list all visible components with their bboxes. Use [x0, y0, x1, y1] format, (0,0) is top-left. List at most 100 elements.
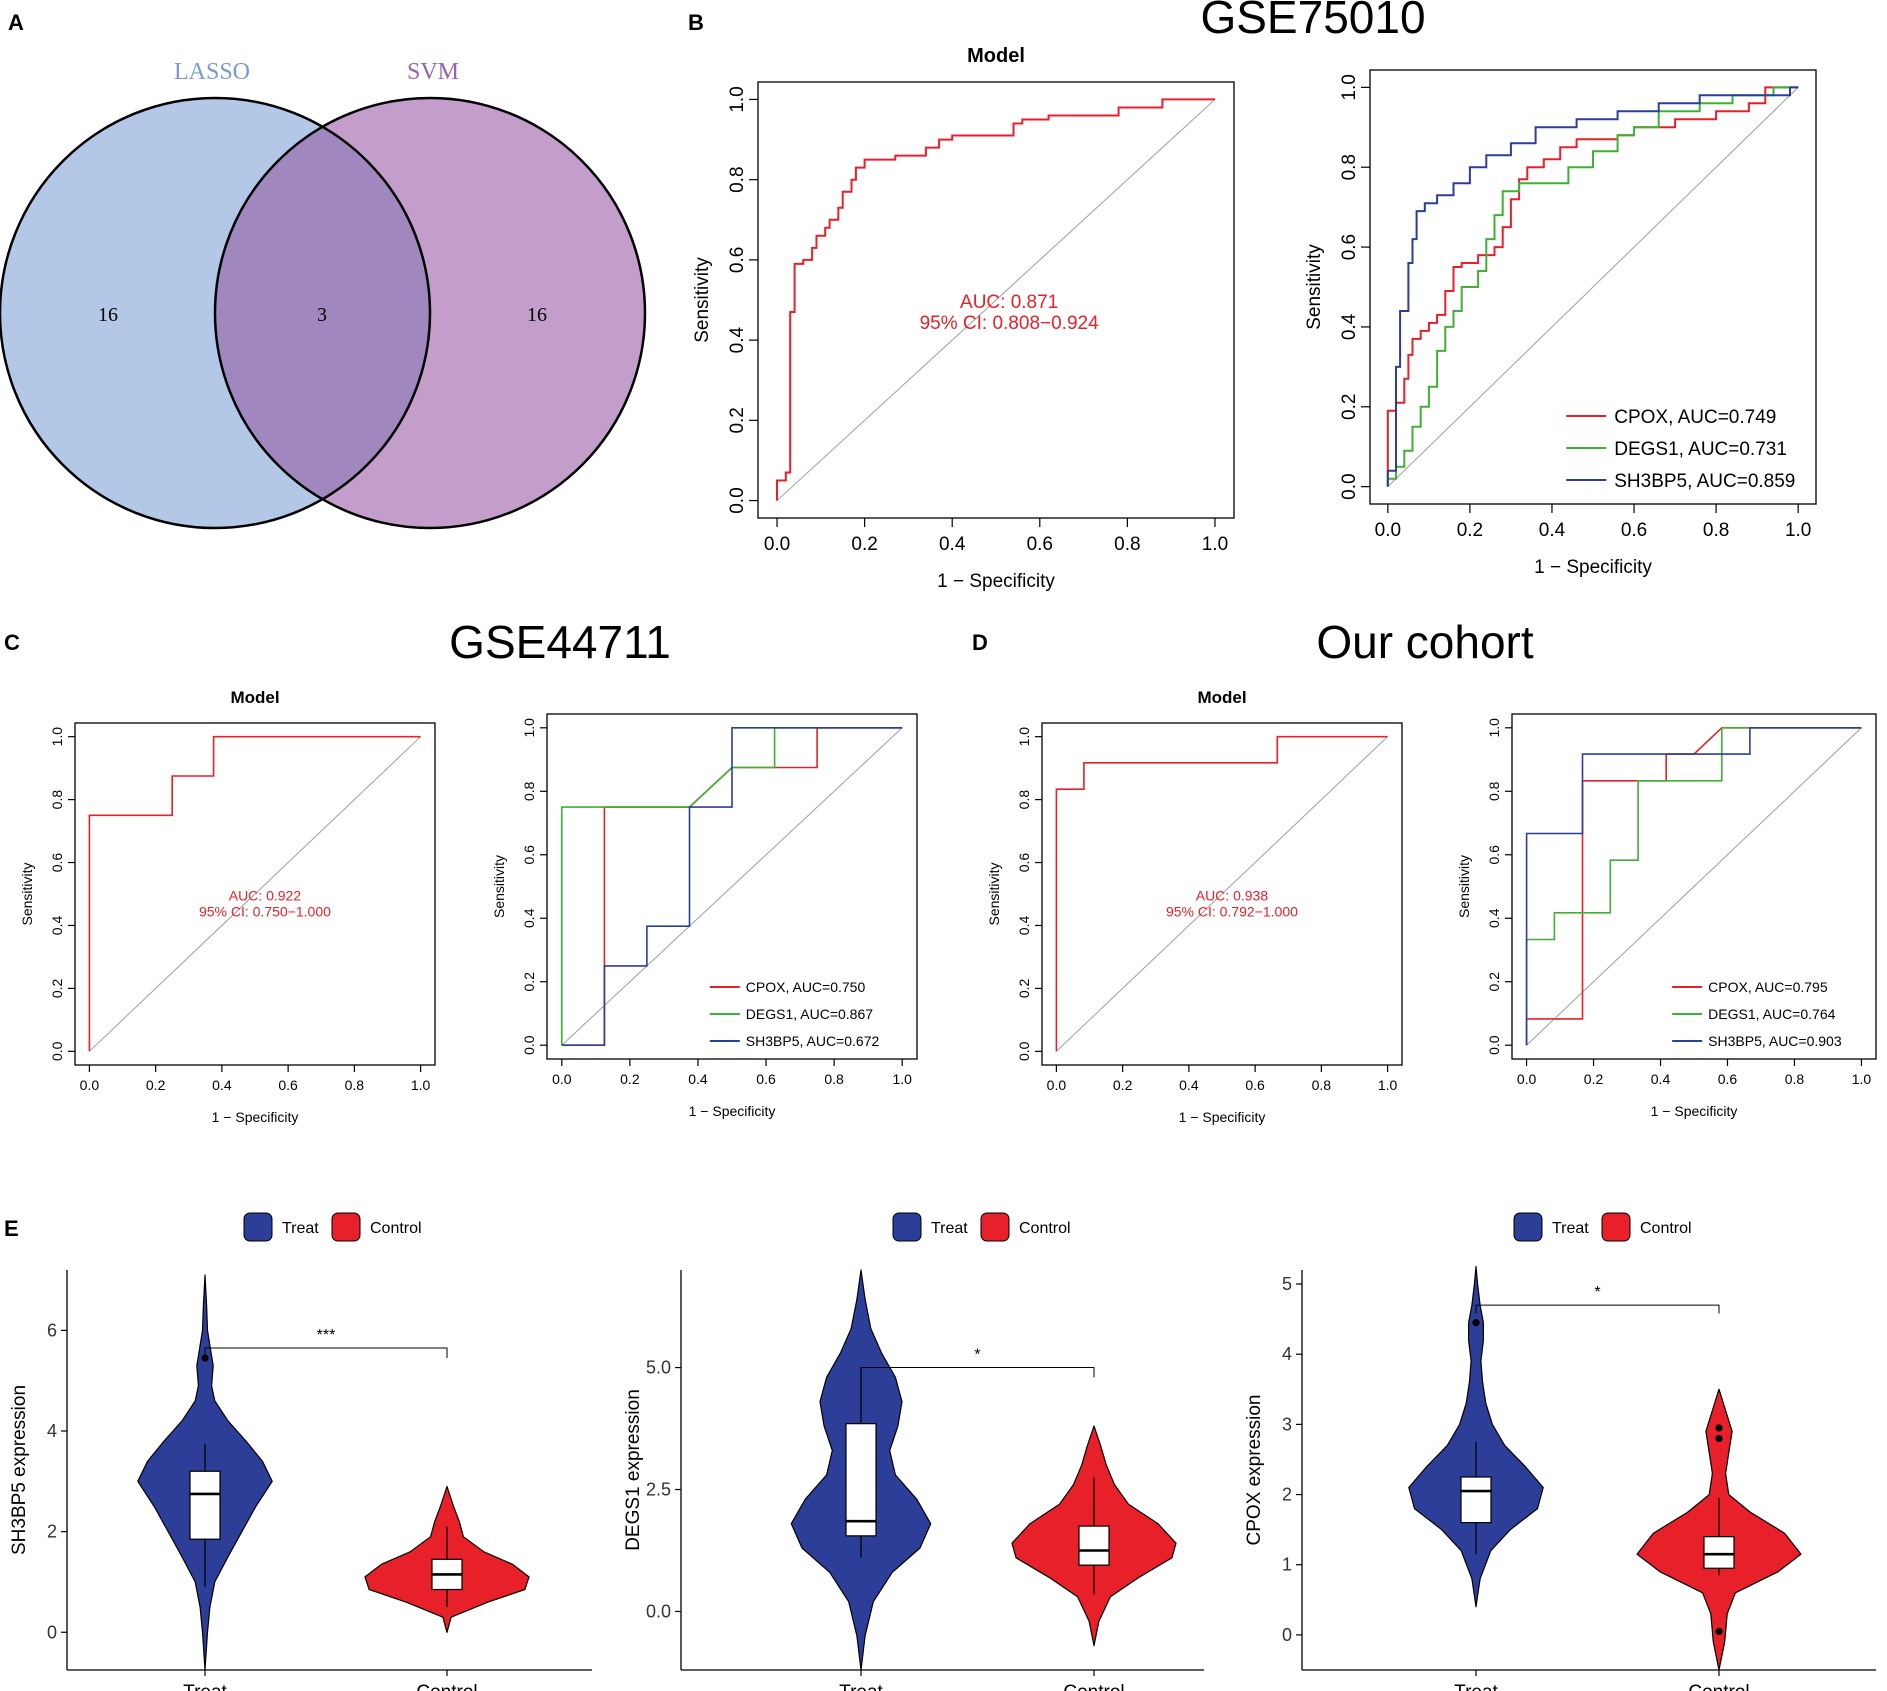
x-tick-label: 1.0: [1852, 1071, 1872, 1087]
roc-chart-d-genes: 0.0 0.2 0.4 0.6 0.8 1.0 0.0 0.2 0.4 0.6 0.8 1.0 1 − …: [1456, 713, 1877, 1119]
x-tick-label-treat: Treat: [839, 1682, 883, 1691]
y-tick-label: 0.0: [1339, 473, 1360, 499]
legend-label-treat: Treat: [931, 1220, 968, 1237]
x-tick-label-control: Control: [416, 1682, 477, 1691]
venn-overlap: [214, 126, 431, 500]
plot-frame: [1511, 713, 1877, 1060]
y-tick-label: 2: [47, 1522, 57, 1542]
y-tick-label: 0.8: [1486, 781, 1502, 801]
roc-curve-sh3bp5: [1386, 86, 1799, 487]
y-tick-label: 0.6: [727, 247, 748, 273]
y-tick-label: 0.0: [646, 1601, 671, 1621]
x-tick-label: 0.0: [1047, 1077, 1067, 1093]
legend-swatch-treat: [243, 1212, 273, 1242]
roc-chart-b-model: 0.0 0.2 0.4 0.6 0.8 1.0 0.0 0.2 0.4 0.6 0.8 1.0 1 − …: [692, 45, 1235, 592]
y-tick-label: 1.0: [1486, 718, 1502, 738]
x-tick-label: 0.0: [552, 1071, 572, 1087]
legend-label-control: Control: [1640, 1220, 1692, 1237]
x-tick-label: 0.6: [278, 1077, 298, 1093]
x-tick-label: 0.8: [1703, 520, 1729, 541]
y-axis-label: Sensitivity: [1304, 244, 1325, 330]
reference-diagonal: [561, 727, 903, 1046]
outlier-point: [1715, 1424, 1723, 1432]
roc-curve-model: [88, 735, 421, 1052]
x-tick-label: 0.4: [939, 534, 966, 555]
x-tick-label: 0.8: [1114, 534, 1140, 555]
significance-label: *: [1594, 1284, 1600, 1301]
x-tick-label: 0.4: [1179, 1077, 1199, 1093]
header-gse75010: GSE75010: [1200, 0, 1425, 43]
x-tick-label: 0.6: [1245, 1077, 1265, 1093]
box-control: [1703, 1536, 1735, 1569]
x-tick-label: 0.6: [1621, 520, 1647, 541]
reference-diagonal: [1056, 736, 1388, 1052]
legend-label-degs1: DEGS1, AUC=0.867: [746, 1006, 873, 1022]
chart-title: Model: [967, 45, 1025, 67]
y-tick-label: 0: [47, 1622, 57, 1642]
x-tick-label: 0.2: [851, 534, 877, 555]
y-tick-label: 0.6: [1339, 234, 1360, 260]
significance-label: *: [974, 1347, 980, 1364]
plot-frame: [1369, 69, 1817, 505]
y-tick-label: 0.2: [49, 978, 65, 998]
y-tick-label: 2: [1282, 1485, 1292, 1505]
x-tick-label: 0.0: [764, 534, 790, 555]
auc-annotation: AUC: 0.938: [1196, 887, 1269, 903]
y-tick-label: 0.4: [521, 908, 537, 928]
venn-count-lasso-only: 16: [98, 304, 118, 326]
y-tick-label: 0.2: [521, 972, 537, 992]
y-axis-label: Sensitivity: [692, 257, 713, 343]
y-axis-label: DEGS1 expression: [623, 1389, 644, 1551]
legend-label-sh3bp5: SH3BP5, AUC=0.903: [1708, 1033, 1842, 1049]
reference-diagonal: [776, 99, 1216, 501]
legend-label-treat: Treat: [1552, 1220, 1589, 1237]
y-tick-label: 1.0: [727, 86, 748, 112]
panel-letter-b: B: [688, 10, 704, 35]
legend-label-treat: Treat: [282, 1220, 319, 1237]
box-treat: [189, 1470, 221, 1540]
reference-diagonal: [1526, 727, 1862, 1046]
x-tick-label: 0.4: [1651, 1071, 1671, 1087]
x-axis-label: 1 − Specificity: [1651, 1103, 1738, 1119]
header-gse44711: GSE44711: [449, 616, 671, 668]
y-tick-label: 0.2: [1016, 978, 1032, 998]
plot-frame: [757, 81, 1235, 519]
legend-swatch-control: [331, 1212, 361, 1242]
y-tick-label: 0.6: [1486, 845, 1502, 865]
legend-label-sh3bp5: SH3BP5, AUC=0.672: [746, 1033, 880, 1049]
ci-annotation: 95% CI: 0.792−1.000: [1166, 903, 1298, 919]
x-axis-label: 1 − Specificity: [689, 1103, 776, 1119]
legend-label-cpox: CPOX, AUC=0.750: [746, 979, 866, 995]
plot-frame: [74, 722, 436, 1066]
legend-label-cpox: CPOX, AUC=0.749: [1614, 407, 1776, 428]
roc-curve-sh3bp5: [561, 726, 903, 1046]
x-axis-label: 1 − Specificity: [1534, 557, 1652, 578]
panel-letter-d: D: [972, 630, 988, 655]
legend-swatch-control: [980, 1212, 1010, 1242]
y-axis-label: Sensitivity: [491, 855, 507, 918]
y-tick-label: 4: [47, 1421, 57, 1441]
auc-annotation: AUC: 0.871: [960, 292, 1058, 313]
outlier-point: [1472, 1319, 1480, 1327]
x-tick-label-control: Control: [1063, 1682, 1124, 1691]
roc-curve-sh3bp5: [1525, 726, 1862, 1046]
x-tick-label: 0.8: [345, 1077, 365, 1093]
x-tick-label: 0.2: [620, 1071, 640, 1087]
panel-letter-e: E: [4, 1216, 19, 1241]
box-control: [1078, 1525, 1110, 1566]
ci-annotation: 95% CI: 0.750−1.000: [199, 903, 331, 919]
y-tick-label: 0.0: [521, 1035, 537, 1055]
roc-chart-c-genes: 0.0 0.2 0.4 0.6 0.8 1.0 0.0 0.2 0.4 0.6 0.8 1.0 1 − …: [491, 713, 918, 1119]
x-tick-label-control: Control: [1688, 1682, 1749, 1691]
y-axis-label: CPOX expression: [1244, 1394, 1265, 1545]
y-tick-label: 5: [1282, 1274, 1292, 1294]
roc-curve-degs1: [1525, 726, 1862, 1046]
x-axis-label: 1 − Specificity: [212, 1109, 299, 1125]
x-tick-label: 0.2: [1113, 1077, 1133, 1093]
venn-diagram: LASSO SVM 16 3 16: [0, 59, 647, 530]
y-tick-label: 0.4: [49, 916, 65, 936]
legend-label-degs1: DEGS1, AUC=0.731: [1614, 439, 1787, 460]
venn-label-svm: SVM: [407, 59, 459, 85]
y-tick-label: 0.8: [727, 166, 748, 192]
